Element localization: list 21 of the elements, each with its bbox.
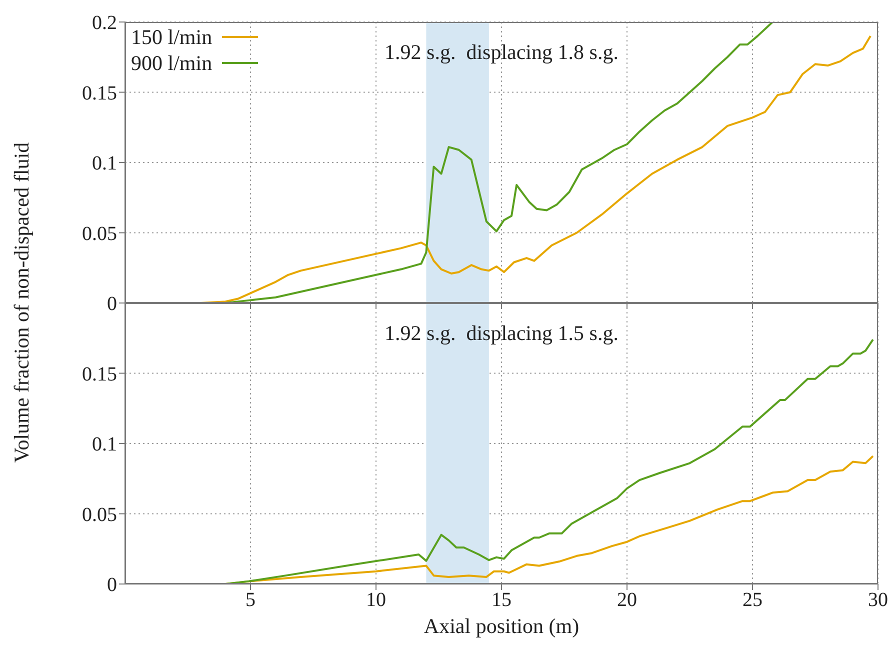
y-tick-label: 0 [107, 574, 117, 596]
y-tick-label: 0.05 [82, 222, 117, 245]
y-tick-label: 0.15 [82, 82, 117, 104]
y-tick-label: 0.05 [82, 504, 117, 526]
x-tick-label: 30 [868, 589, 888, 612]
x-tick-label: 5 [246, 589, 256, 612]
y-axis-title: Volume fraction of non-dispaced fluid [10, 141, 34, 465]
y-tick-label: 0.1 [92, 152, 117, 175]
y-tick-label: 0.2 [92, 12, 117, 34]
legend-label: 900 l/min [131, 50, 212, 76]
x-tick-label: 10 [366, 589, 386, 612]
y-tick-label: 0 [107, 293, 117, 316]
x-tick-label: 20 [617, 589, 637, 612]
x-tick-label: 15 [492, 589, 512, 612]
y-tick-label: 0.1 [92, 434, 117, 456]
x-tick-label: 25 [742, 589, 762, 612]
y-tick-label: 0.15 [82, 363, 117, 386]
x-axis-title: Axial position (m) [422, 614, 580, 639]
annotation: 1.92 s.g. displacing 1.8 s.g. [384, 40, 618, 64]
legend-label: 150 l/min [131, 24, 212, 50]
annotation: 1.92 s.g. displacing 1.5 s.g. [384, 321, 620, 346]
